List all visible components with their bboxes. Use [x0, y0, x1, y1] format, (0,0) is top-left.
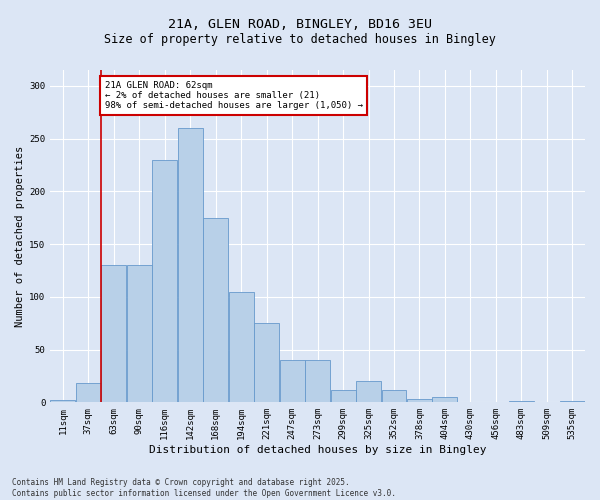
Bar — [305, 360, 330, 403]
Bar — [101, 265, 127, 402]
Bar — [280, 360, 305, 403]
Text: 21A GLEN ROAD: 62sqm
← 2% of detached houses are smaller (21)
98% of semi-detach: 21A GLEN ROAD: 62sqm ← 2% of detached ho… — [105, 80, 363, 110]
Text: Size of property relative to detached houses in Bingley: Size of property relative to detached ho… — [104, 32, 496, 46]
X-axis label: Distribution of detached houses by size in Bingley: Distribution of detached houses by size … — [149, 445, 487, 455]
Bar — [356, 381, 381, 402]
Y-axis label: Number of detached properties: Number of detached properties — [15, 146, 25, 327]
Bar — [254, 323, 279, 402]
Bar — [178, 128, 203, 402]
Bar — [331, 390, 356, 402]
Bar — [433, 397, 457, 402]
Text: 21A, GLEN ROAD, BINGLEY, BD16 3EU: 21A, GLEN ROAD, BINGLEY, BD16 3EU — [168, 18, 432, 30]
Text: Contains HM Land Registry data © Crown copyright and database right 2025.
Contai: Contains HM Land Registry data © Crown c… — [12, 478, 396, 498]
Bar — [407, 399, 432, 402]
Bar — [203, 218, 228, 402]
Bar — [382, 390, 406, 402]
Bar — [76, 384, 101, 402]
Bar — [127, 265, 152, 402]
Bar — [229, 292, 254, 403]
Bar — [152, 160, 177, 402]
Bar — [50, 400, 76, 402]
